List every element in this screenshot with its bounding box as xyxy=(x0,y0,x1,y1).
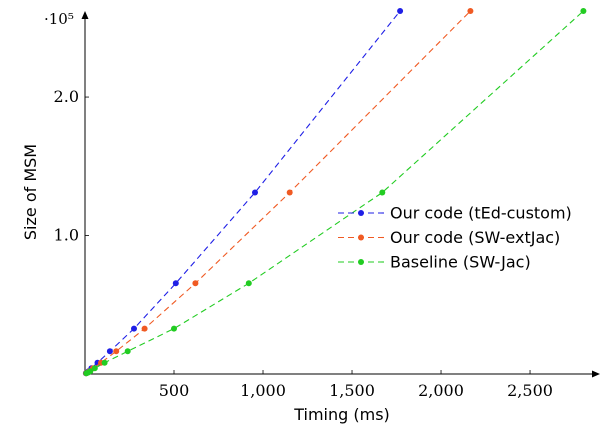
data-point xyxy=(379,189,386,196)
legend-swatch-marker xyxy=(358,234,364,241)
y-scale-label: ·10⁵ xyxy=(44,10,74,28)
y-axis-label: Size of MSM xyxy=(21,144,40,240)
data-point xyxy=(580,8,587,14)
series-line xyxy=(85,10,401,374)
data-point xyxy=(141,325,148,332)
x-ticks: 500 1,000 1,500 2,000 2,500 xyxy=(159,370,553,400)
y-tick-label: 1.0 xyxy=(54,226,79,245)
x-axis-arrow xyxy=(592,370,600,378)
legend-label: Baseline (SW-Jac) xyxy=(390,253,531,272)
y-ticks: 1.0 2.0 xyxy=(54,87,89,245)
data-point xyxy=(172,280,179,287)
legend-swatch-marker xyxy=(358,210,364,216)
legend-label: Our code (SW-extJac) xyxy=(390,228,560,247)
data-point xyxy=(252,189,258,196)
data-point xyxy=(245,280,252,287)
x-axis: 500 1,000 1,500 2,000 2,500 Timing (ms) xyxy=(85,370,600,424)
y-axis-arrow xyxy=(81,11,89,19)
x-axis-label: Timing (ms) xyxy=(293,405,390,424)
legend-item: Our code (tEd-custom) xyxy=(338,204,572,223)
x-tick-label: 2,500 xyxy=(507,381,553,400)
series-2 xyxy=(83,8,474,377)
x-tick-label: 500 xyxy=(159,381,190,400)
series-line xyxy=(85,10,471,374)
x-tick-label: 1,000 xyxy=(240,381,286,400)
data-point xyxy=(101,359,108,366)
series-line xyxy=(86,10,584,374)
series-1 xyxy=(82,8,404,377)
y-tick-label: 2.0 xyxy=(54,87,79,106)
series-layer xyxy=(82,8,587,377)
legend-item: Baseline (SW-Jac) xyxy=(338,253,531,272)
data-point xyxy=(106,348,113,355)
data-point xyxy=(467,8,474,14)
y-axis: 1.0 2.0 Size of MSM ·10⁵ xyxy=(21,10,89,374)
series-3 xyxy=(83,8,587,377)
legend-swatch-marker xyxy=(358,259,364,265)
data-point xyxy=(87,368,94,375)
data-point xyxy=(124,348,131,355)
data-point xyxy=(171,325,177,332)
data-point xyxy=(286,189,293,196)
data-point xyxy=(113,348,120,355)
data-point xyxy=(192,280,199,287)
data-point xyxy=(131,325,137,332)
legend: Our code (tEd-custom) Our code (SW-extJac… xyxy=(338,204,572,272)
legend-label: Our code (tEd-custom) xyxy=(390,204,572,223)
legend-item: Our code (SW-extJac) xyxy=(338,228,560,247)
x-tick-label: 2,000 xyxy=(418,381,464,400)
data-point xyxy=(397,8,404,14)
data-point xyxy=(91,365,98,372)
x-tick-label: 1,500 xyxy=(329,381,375,400)
